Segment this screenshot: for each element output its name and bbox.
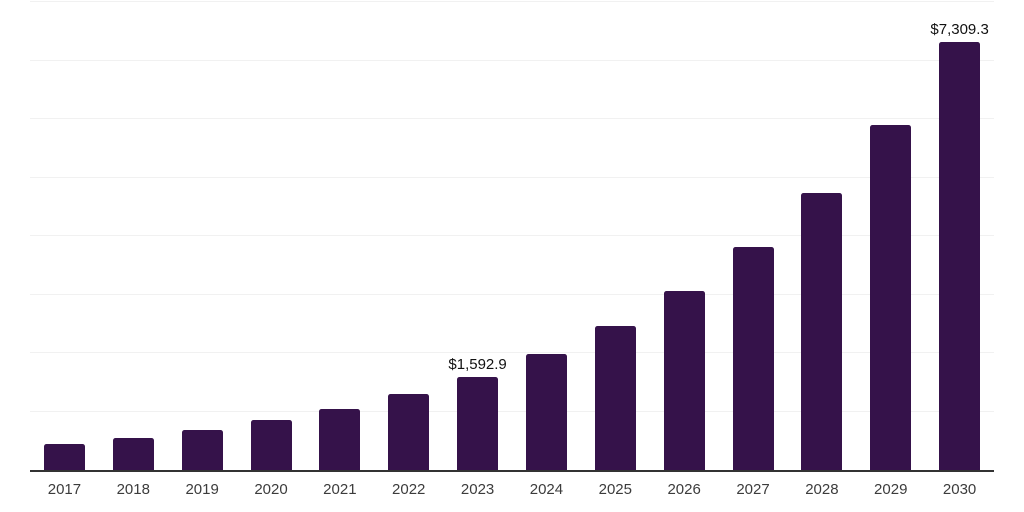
bar-2029 <box>870 125 912 470</box>
bar-slot-2024 <box>512 2 581 470</box>
x-tick-label-2025: 2025 <box>598 481 632 498</box>
x-tick-label-2021: 2021 <box>323 481 357 498</box>
bar-2019 <box>181 429 223 470</box>
plot-area: $1,592.9 $7,309.3 <box>30 1 994 472</box>
bar-2026 <box>663 290 705 470</box>
bar-2030: $7,309.3 <box>930 22 989 470</box>
bar-slot-2020 <box>237 2 306 470</box>
x-axis-line <box>30 470 994 472</box>
bar-slot-2017 <box>30 2 99 470</box>
bar-slot-2022 <box>374 2 443 470</box>
x-tick-label-2019: 2019 <box>185 481 219 498</box>
x-tick-label-2020: 2020 <box>254 481 288 498</box>
bar-slot-2023: $1,592.9 <box>443 2 512 470</box>
x-tick-label-2024: 2024 <box>529 481 564 498</box>
x-tick-label-2027: 2027 <box>736 481 770 498</box>
x-tick-label-2029: 2029 <box>874 481 908 498</box>
gridline-6000 <box>30 118 994 119</box>
bar-2022 <box>388 394 430 470</box>
bar-2028 <box>801 192 843 470</box>
gridline-1000 <box>30 410 994 412</box>
bar-slot-2029 <box>856 2 925 470</box>
bar-slot-2019 <box>168 2 237 470</box>
gridline-5000 <box>30 176 994 178</box>
bar-2025 <box>594 325 636 470</box>
data-label-2023: $1,592.9 <box>448 355 507 373</box>
gridline-8000 <box>30 1 994 2</box>
bar-2020 <box>250 419 292 470</box>
bar-slot-2025 <box>581 2 650 470</box>
bar-slot-2026 <box>650 2 719 470</box>
bar-slot-2027 <box>719 2 788 470</box>
bar-slot-2018 <box>99 2 168 470</box>
x-tick-label-2018: 2018 <box>116 481 150 498</box>
x-tick-label-2022: 2022 <box>392 481 426 498</box>
bar-2024 <box>525 353 567 470</box>
x-tick-label-2017: 2017 <box>47 481 82 498</box>
bars: $1,592.9 $7,309.3 <box>30 2 994 470</box>
bar-slot-2030: $7,309.3 <box>925 2 994 470</box>
bar-2018 <box>112 437 154 470</box>
bar-2021 <box>319 408 361 470</box>
gridline-7000 <box>30 59 994 61</box>
gridline-3000 <box>30 293 994 295</box>
bar-2027 <box>732 247 774 470</box>
x-tick-label-2028: 2028 <box>805 481 839 498</box>
x-axis-tick-labels: 2017 2018 2019 2020 2021 2022 2023 2024 2025 2026… <box>30 478 994 502</box>
bar-slot-2021 <box>305 2 374 470</box>
data-label-2030: $7,309.3 <box>930 21 989 39</box>
x-tick-label-2023: 2023 <box>460 481 495 498</box>
bar-2023: $1,592.9 <box>448 357 507 470</box>
x-tick-label-2026: 2026 <box>667 481 701 498</box>
bar-slot-2028 <box>787 2 856 470</box>
bar-2017 <box>43 444 85 470</box>
x-tick-label-2030: 2030 <box>942 481 977 498</box>
gridline-4000 <box>30 235 994 236</box>
gridline-2000 <box>30 352 994 353</box>
